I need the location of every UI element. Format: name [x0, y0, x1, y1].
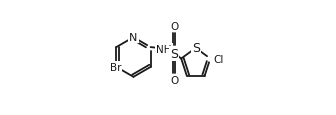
Text: S: S — [170, 47, 178, 60]
Text: O: O — [170, 22, 178, 32]
Text: O: O — [170, 75, 178, 85]
Text: N: N — [129, 33, 138, 43]
Text: S: S — [192, 42, 200, 55]
Text: Cl: Cl — [213, 54, 223, 64]
Text: Br: Br — [110, 62, 122, 72]
Text: NH: NH — [156, 44, 172, 54]
